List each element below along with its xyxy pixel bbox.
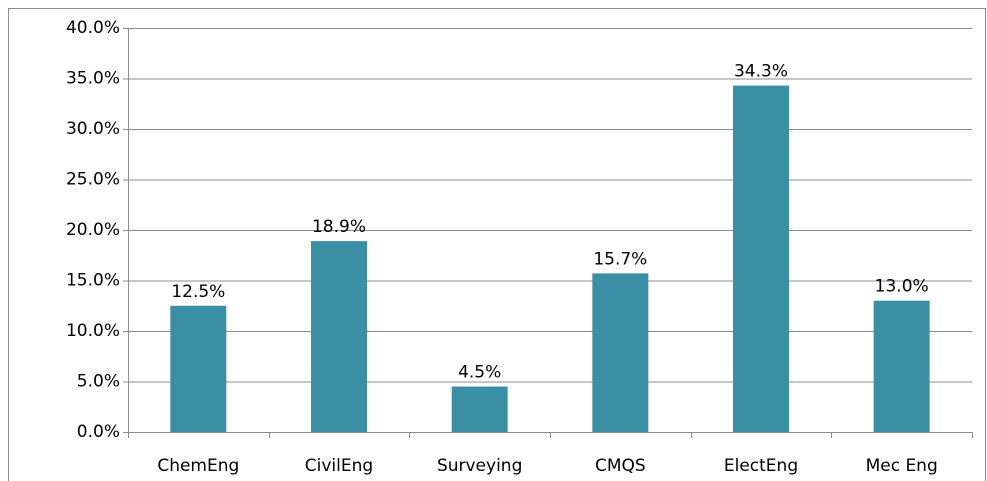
y-tick-label: 15.0% — [66, 271, 120, 291]
bar — [873, 300, 930, 432]
y-tick-label: 40.0% — [66, 18, 120, 38]
y-tick-label: 10.0% — [66, 321, 120, 341]
y-tick-label: 5.0% — [77, 372, 120, 392]
x-tick-label: Mec Eng — [866, 456, 938, 476]
bar — [733, 85, 789, 432]
bar — [170, 305, 227, 432]
bar — [592, 273, 649, 432]
data-label: 15.7% — [593, 249, 647, 269]
data-label: 13.0% — [875, 277, 929, 297]
y-tick-label: 0.0% — [77, 422, 120, 442]
y-tick-label: 35.0% — [66, 69, 120, 89]
y-tick-label: 25.0% — [66, 170, 120, 190]
y-tick-label: 30.0% — [66, 119, 120, 139]
x-tick-label: ElectEng — [724, 456, 798, 476]
bar — [451, 386, 508, 432]
x-tick-label: CivilEng — [305, 456, 373, 476]
x-tick-label: CMQS — [595, 456, 646, 476]
data-label: 18.9% — [312, 217, 366, 237]
bar — [311, 241, 367, 432]
x-tick-label: ChemEng — [157, 456, 239, 476]
y-tick-label: 20.0% — [66, 220, 120, 240]
data-label: 34.3% — [734, 62, 788, 82]
chart-border — [8, 8, 986, 481]
data-label: 4.5% — [458, 363, 501, 383]
x-tick-label: Surveying — [437, 456, 522, 476]
data-label: 12.5% — [171, 282, 225, 302]
